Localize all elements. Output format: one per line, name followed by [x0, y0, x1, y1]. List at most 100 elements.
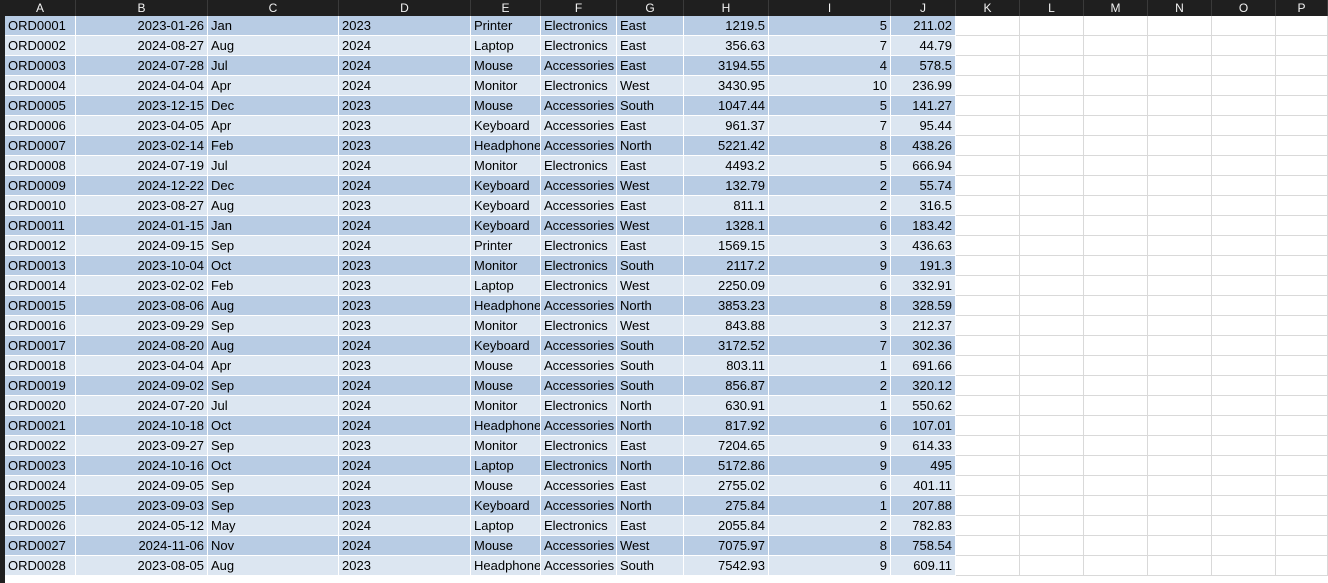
column-header-h[interactable]: H [684, 0, 769, 16]
cell-g[interactable]: West [617, 276, 684, 296]
cell-f[interactable]: Accessories [541, 556, 617, 576]
cell-a[interactable]: ORD0026 [5, 516, 76, 536]
cell-e[interactable]: Monitor [471, 396, 541, 416]
cell-e[interactable]: Headphones [471, 136, 541, 156]
cell-a[interactable]: ORD0025 [5, 496, 76, 516]
cell-p[interactable] [1276, 76, 1328, 96]
cell-k[interactable] [956, 256, 1020, 276]
cell-l[interactable] [1020, 356, 1084, 376]
cell-g[interactable]: East [617, 436, 684, 456]
cell-j[interactable]: 578.5 [891, 56, 956, 76]
cell-d[interactable]: 2024 [339, 176, 471, 196]
cell-n[interactable] [1148, 96, 1212, 116]
cell-i[interactable]: 2 [769, 176, 891, 196]
cell-a[interactable]: ORD0015 [5, 296, 76, 316]
cell-h[interactable]: 1047.44 [684, 96, 769, 116]
cell-p[interactable] [1276, 496, 1328, 516]
cell-d[interactable]: 2023 [339, 16, 471, 36]
cell-o[interactable] [1212, 436, 1276, 456]
cell-b[interactable]: 2024-01-15 [76, 216, 208, 236]
cell-k[interactable] [956, 216, 1020, 236]
cell-g[interactable]: East [617, 476, 684, 496]
cell-l[interactable] [1020, 556, 1084, 576]
cell-b[interactable]: 2023-09-27 [76, 436, 208, 456]
cell-c[interactable]: Apr [208, 76, 339, 96]
cell-k[interactable] [956, 36, 1020, 56]
cell-o[interactable] [1212, 296, 1276, 316]
cell-f[interactable]: Electronics [541, 156, 617, 176]
cell-j[interactable]: 666.94 [891, 156, 956, 176]
cell-n[interactable] [1148, 476, 1212, 496]
cell-l[interactable] [1020, 476, 1084, 496]
cell-c[interactable]: Dec [208, 176, 339, 196]
cell-m[interactable] [1084, 196, 1148, 216]
cell-b[interactable]: 2024-08-27 [76, 36, 208, 56]
cell-g[interactable]: North [617, 396, 684, 416]
cell-j[interactable]: 55.74 [891, 176, 956, 196]
cell-b[interactable]: 2023-10-04 [76, 256, 208, 276]
cell-o[interactable] [1212, 236, 1276, 256]
cell-n[interactable] [1148, 396, 1212, 416]
cell-a[interactable]: ORD0022 [5, 436, 76, 456]
cell-j[interactable]: 691.66 [891, 356, 956, 376]
cell-e[interactable]: Mouse [471, 56, 541, 76]
cell-n[interactable] [1148, 156, 1212, 176]
cell-b[interactable]: 2024-07-19 [76, 156, 208, 176]
cell-d[interactable]: 2024 [339, 476, 471, 496]
cell-p[interactable] [1276, 536, 1328, 556]
cell-h[interactable]: 811.1 [684, 196, 769, 216]
cell-m[interactable] [1084, 256, 1148, 276]
column-header-a[interactable]: A [5, 0, 76, 16]
cell-m[interactable] [1084, 296, 1148, 316]
cell-g[interactable]: South [617, 96, 684, 116]
cell-g[interactable]: East [617, 156, 684, 176]
cell-o[interactable] [1212, 456, 1276, 476]
column-header-i[interactable]: I [769, 0, 891, 16]
cell-l[interactable] [1020, 176, 1084, 196]
cell-f[interactable]: Accessories [541, 336, 617, 356]
cell-m[interactable] [1084, 56, 1148, 76]
cell-b[interactable]: 2024-10-18 [76, 416, 208, 436]
cell-k[interactable] [956, 76, 1020, 96]
cell-m[interactable] [1084, 236, 1148, 256]
cell-e[interactable]: Laptop [471, 36, 541, 56]
cell-j[interactable]: 436.63 [891, 236, 956, 256]
cell-d[interactable]: 2023 [339, 136, 471, 156]
cell-j[interactable]: 438.26 [891, 136, 956, 156]
cell-o[interactable] [1212, 496, 1276, 516]
cell-d[interactable]: 2024 [339, 536, 471, 556]
cell-i[interactable]: 6 [769, 416, 891, 436]
cell-n[interactable] [1148, 56, 1212, 76]
cell-o[interactable] [1212, 376, 1276, 396]
cell-j[interactable]: 609.11 [891, 556, 956, 576]
cell-l[interactable] [1020, 516, 1084, 536]
cell-h[interactable]: 1328.1 [684, 216, 769, 236]
cell-g[interactable]: South [617, 556, 684, 576]
cell-g[interactable]: West [617, 76, 684, 96]
cell-l[interactable] [1020, 296, 1084, 316]
cell-h[interactable]: 856.87 [684, 376, 769, 396]
cell-j[interactable]: 332.91 [891, 276, 956, 296]
cell-m[interactable] [1084, 316, 1148, 336]
cell-e[interactable]: Monitor [471, 436, 541, 456]
cell-b[interactable]: 2024-10-16 [76, 456, 208, 476]
cell-p[interactable] [1276, 136, 1328, 156]
cell-b[interactable]: 2023-09-03 [76, 496, 208, 516]
cell-n[interactable] [1148, 376, 1212, 396]
cell-f[interactable]: Accessories [541, 496, 617, 516]
cell-m[interactable] [1084, 456, 1148, 476]
cell-h[interactable]: 3194.55 [684, 56, 769, 76]
cell-j[interactable]: 614.33 [891, 436, 956, 456]
cell-l[interactable] [1020, 36, 1084, 56]
cell-c[interactable]: Dec [208, 96, 339, 116]
cell-p[interactable] [1276, 436, 1328, 456]
cell-n[interactable] [1148, 76, 1212, 96]
cell-n[interactable] [1148, 416, 1212, 436]
cell-d[interactable]: 2023 [339, 496, 471, 516]
cell-l[interactable] [1020, 96, 1084, 116]
cell-g[interactable]: North [617, 136, 684, 156]
cell-p[interactable] [1276, 176, 1328, 196]
cell-e[interactable]: Printer [471, 16, 541, 36]
cell-e[interactable]: Monitor [471, 76, 541, 96]
